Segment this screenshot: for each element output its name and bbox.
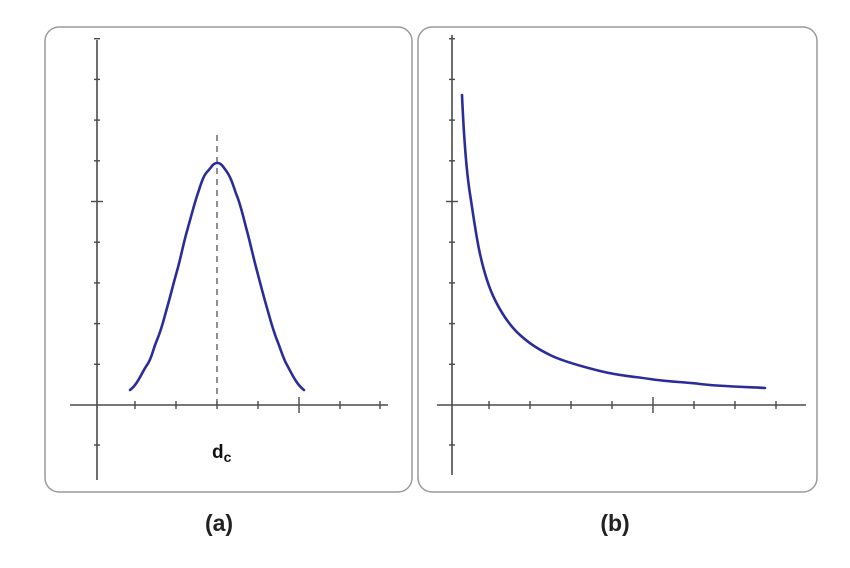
caption: (b) (600, 510, 629, 536)
decay-curve (460, 93, 767, 390)
axes (70, 38, 388, 480)
ticks (91, 38, 381, 446)
axes (437, 35, 806, 475)
annotation: dc (212, 442, 232, 465)
annotation-main: d (212, 442, 224, 463)
annotation-sub: c (224, 449, 232, 465)
panel-frame (44, 26, 413, 493)
bell-curve (128, 161, 306, 392)
caption: (a) (205, 510, 233, 536)
panel-frame (417, 26, 818, 493)
ticks (446, 38, 777, 446)
